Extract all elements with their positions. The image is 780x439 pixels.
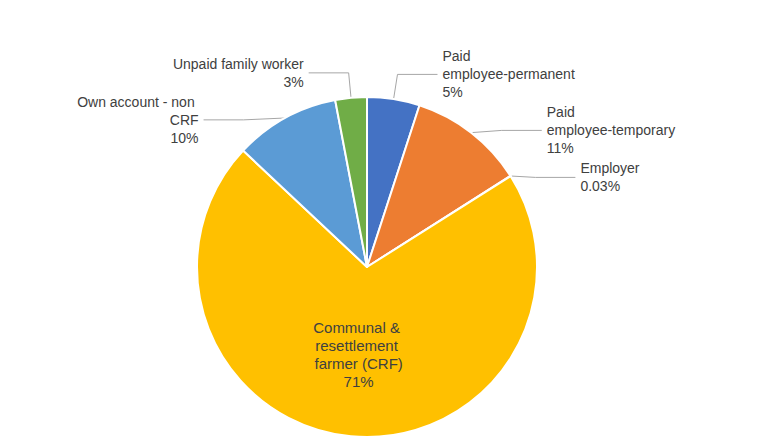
svg-text:farmer (CRF): farmer (CRF) bbox=[314, 355, 402, 372]
svg-text:71%: 71% bbox=[344, 373, 374, 390]
svg-text:Unpaid family worker: Unpaid family worker bbox=[173, 56, 304, 72]
svg-text:employee-permanent: employee-permanent bbox=[442, 66, 574, 82]
svg-text:0.03%: 0.03% bbox=[580, 178, 620, 194]
svg-text:employee-temporary: employee-temporary bbox=[547, 122, 675, 138]
svg-text:resettlement: resettlement bbox=[315, 337, 402, 354]
svg-text:Paid: Paid bbox=[547, 104, 579, 120]
svg-text:CRF: CRF bbox=[170, 112, 199, 128]
svg-text:11%: 11% bbox=[547, 140, 574, 156]
svg-text:10%: 10% bbox=[171, 130, 199, 146]
svg-text:Communal &: Communal & bbox=[313, 319, 404, 336]
svg-text:5%: 5% bbox=[442, 84, 462, 100]
svg-text:Own account - non: Own account - non bbox=[77, 94, 198, 110]
svg-text:3%: 3% bbox=[283, 74, 303, 90]
svg-text:Paid: Paid bbox=[442, 48, 474, 64]
svg-text:Employer: Employer bbox=[580, 160, 639, 176]
